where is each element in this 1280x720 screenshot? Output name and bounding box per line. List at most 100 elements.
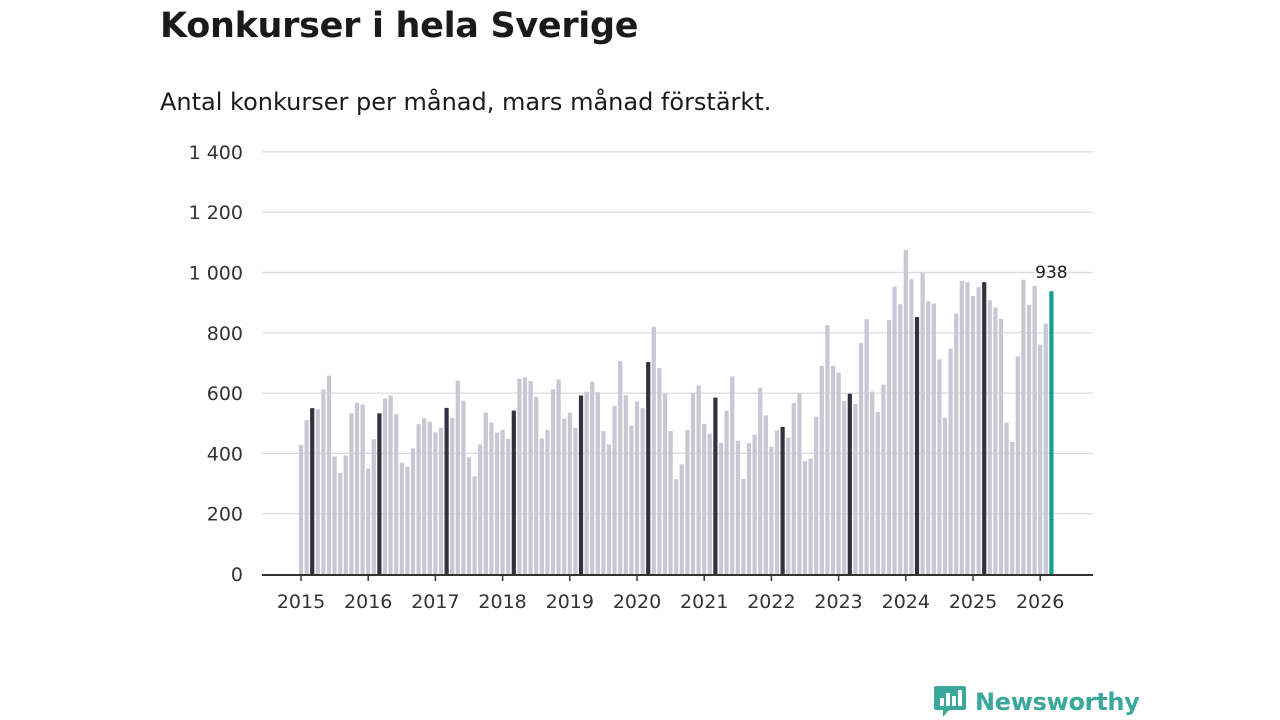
newsworthy-logo: Newsworthy — [933, 684, 1140, 720]
bar — [931, 303, 936, 574]
bar-march — [982, 282, 987, 574]
bar — [517, 378, 522, 574]
bar — [338, 473, 343, 574]
bar — [422, 418, 427, 574]
bar-march — [914, 317, 920, 574]
bar — [584, 391, 589, 574]
bar-march — [780, 426, 785, 574]
bar — [718, 442, 724, 574]
bar — [674, 479, 679, 574]
bar — [455, 380, 460, 574]
bar — [601, 431, 606, 574]
bar — [920, 272, 925, 574]
bar — [853, 403, 858, 574]
bar — [298, 444, 304, 574]
bar-latest — [1049, 291, 1054, 574]
bar — [870, 391, 875, 574]
bar — [746, 443, 752, 574]
bar — [735, 440, 740, 574]
bar — [662, 393, 668, 574]
bar — [366, 468, 371, 574]
bar — [993, 307, 998, 574]
bar — [769, 446, 774, 574]
bar — [1043, 323, 1048, 574]
bar — [399, 462, 404, 574]
newsworthy-chart-bubble-icon — [934, 686, 966, 717]
bar — [360, 404, 365, 574]
bar — [774, 430, 780, 574]
bar — [937, 359, 942, 574]
bar — [825, 325, 830, 574]
y-tick-label: 600 — [207, 383, 243, 405]
bar — [388, 395, 393, 574]
bar — [690, 392, 696, 574]
x-tick-label: 2018 — [478, 591, 526, 613]
bar — [472, 476, 477, 574]
bar — [948, 348, 953, 574]
bar — [500, 429, 505, 574]
bar — [1010, 441, 1015, 574]
bar — [618, 361, 623, 574]
bar-series — [298, 249, 1054, 574]
bar — [394, 414, 399, 574]
bar — [1004, 422, 1009, 574]
x-tick-label: 2016 — [344, 591, 392, 613]
bar — [679, 464, 684, 574]
bar — [696, 385, 701, 574]
bar — [349, 413, 354, 574]
bar — [926, 301, 931, 574]
x-tick-label: 2026 — [1016, 591, 1064, 613]
x-tick-label: 2021 — [680, 591, 728, 613]
y-tick-label: 1 400 — [189, 142, 243, 164]
bar — [959, 280, 964, 574]
bar — [836, 372, 841, 574]
bar — [640, 408, 645, 574]
bar — [886, 320, 892, 574]
bar — [707, 433, 712, 574]
bar — [539, 438, 544, 574]
bar-march — [444, 407, 449, 574]
bar — [629, 425, 634, 574]
bar-march — [377, 413, 382, 574]
bar — [758, 387, 763, 574]
bar — [623, 395, 628, 574]
bar — [730, 376, 735, 574]
bar — [410, 448, 416, 574]
bar — [898, 304, 903, 574]
bar — [556, 379, 561, 574]
brand-name: Newsworthy — [975, 688, 1140, 716]
bar — [550, 389, 556, 574]
bar-march — [713, 397, 718, 574]
bar — [562, 418, 567, 574]
bar — [1038, 344, 1043, 574]
bar — [522, 377, 528, 574]
bar — [450, 417, 455, 574]
bar — [466, 457, 472, 574]
bar — [478, 444, 483, 574]
y-tick-label: 1 000 — [189, 263, 243, 285]
bar — [724, 410, 729, 574]
x-axis-labels: 2015 2016 2017 2018 2019 2020 2021 2022 2023 2024… — [277, 591, 1065, 613]
bar — [433, 432, 438, 574]
bar — [1026, 304, 1032, 574]
bar-march — [578, 395, 584, 574]
x-axis — [262, 574, 1093, 581]
bar — [489, 422, 494, 574]
bar — [903, 249, 908, 574]
x-tick-label: 2015 — [277, 591, 325, 613]
bar — [354, 402, 360, 574]
x-tick-label: 2022 — [747, 591, 795, 613]
bar — [321, 389, 326, 574]
bar — [858, 343, 864, 574]
bar — [416, 424, 421, 574]
bar — [875, 412, 880, 574]
bar-march — [310, 408, 315, 574]
chart-title: Konkurser i hela Sverige — [160, 6, 639, 46]
y-axis-labels: 0 200 400 600 800 1 000 1 200 1 400 — [189, 142, 243, 586]
bar — [965, 282, 970, 574]
bar — [702, 423, 707, 574]
bar — [909, 279, 914, 574]
x-tick-label: 2020 — [613, 591, 661, 613]
bar — [405, 466, 410, 574]
bar — [438, 427, 444, 574]
